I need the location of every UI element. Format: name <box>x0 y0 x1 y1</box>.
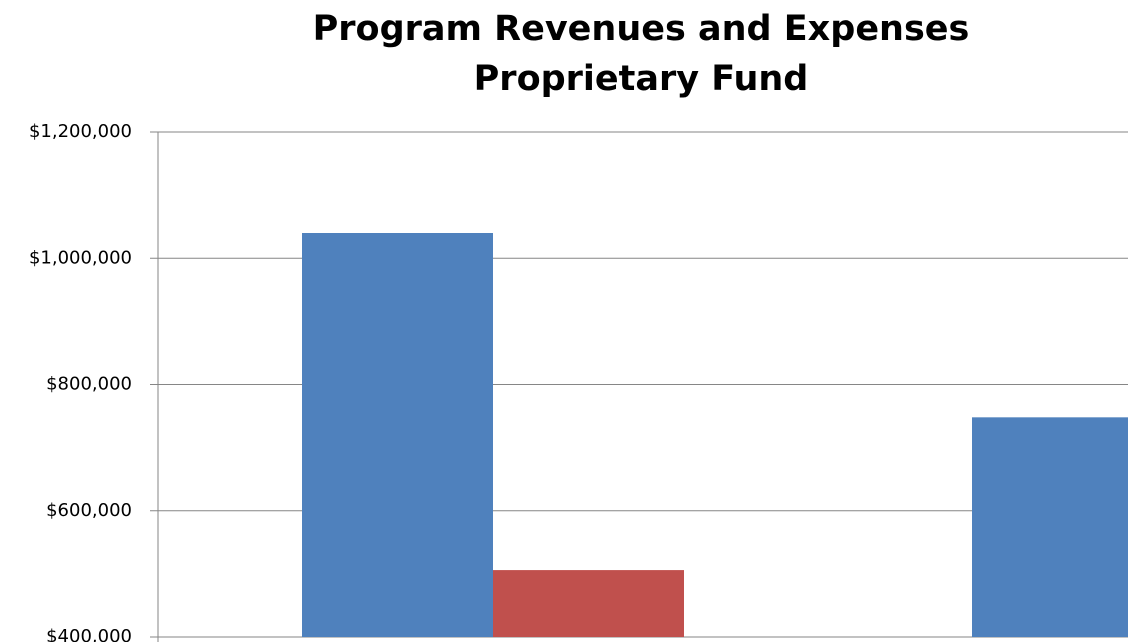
chart-title: Program Revenues and Expenses <box>313 9 970 49</box>
y-tick-label: $1,200,000 <box>29 121 132 142</box>
y-tick-label: $400,000 <box>46 626 132 642</box>
y-tick-label: $1,000,000 <box>29 247 132 268</box>
bar <box>302 233 493 637</box>
y-tick-label: $800,000 <box>46 374 132 395</box>
bar <box>493 570 684 637</box>
bar <box>972 417 1128 637</box>
y-tick-label: $600,000 <box>46 500 132 521</box>
chart-subtitle: Proprietary Fund <box>474 59 809 99</box>
